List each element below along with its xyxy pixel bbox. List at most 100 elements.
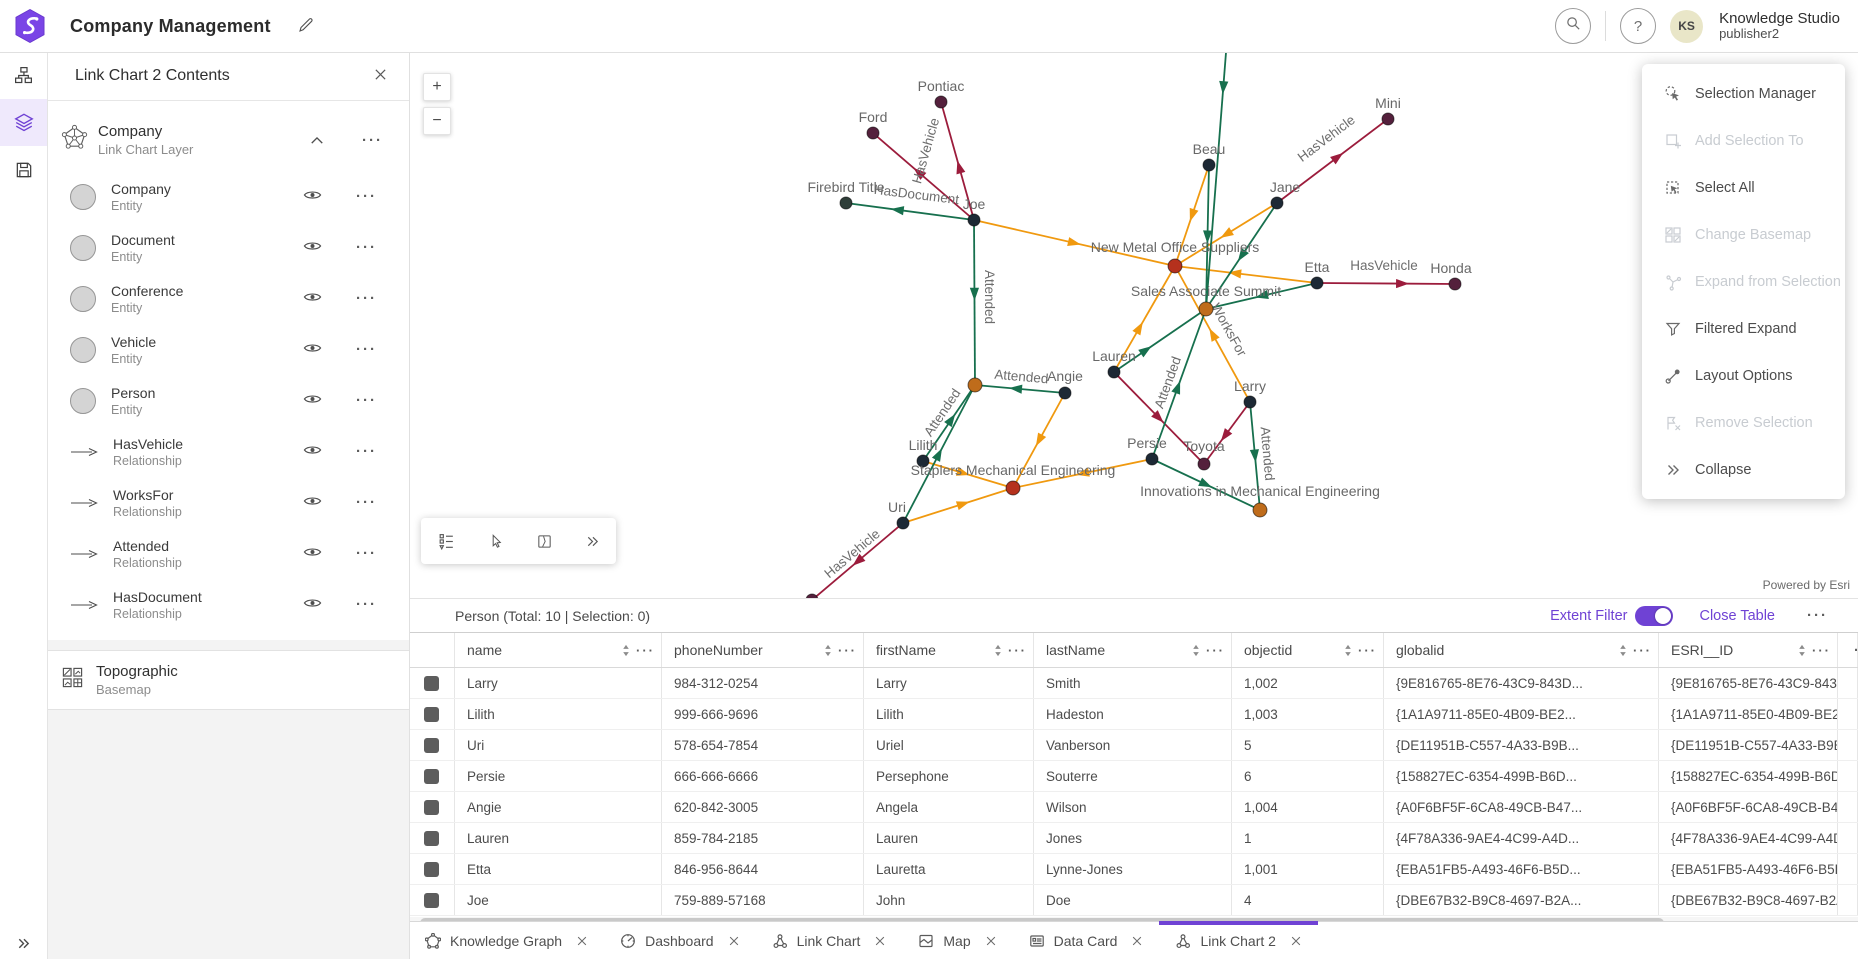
edge-attended-offtop-summit[interactable] xyxy=(1205,52,1229,310)
pointer-icon[interactable] xyxy=(484,529,509,554)
node-company-newmetal[interactable] xyxy=(1167,258,1183,274)
sort-icon[interactable] xyxy=(622,644,630,657)
visibility-eye-icon[interactable] xyxy=(301,493,324,512)
edge-hasdocument-joe-firebird[interactable] xyxy=(845,202,975,221)
column-options-button[interactable]: ··· xyxy=(1358,642,1377,658)
item-options-button[interactable]: ··· xyxy=(350,544,383,563)
layer-item-company[interactable]: Company Entity ··· xyxy=(47,171,409,222)
zoom-in-button[interactable]: + xyxy=(423,73,451,101)
node-person-jane[interactable] xyxy=(1270,196,1284,210)
sort-icon[interactable] xyxy=(994,644,1002,657)
sort-icon[interactable] xyxy=(1619,644,1627,657)
row-checkbox[interactable] xyxy=(424,830,439,846)
layer-item-vehicle[interactable]: Vehicle Entity ··· xyxy=(47,324,409,375)
column-header-lastName[interactable]: lastName ··· xyxy=(1034,633,1232,667)
box-select-icon[interactable] xyxy=(532,529,557,554)
node-vehicle-honda[interactable] xyxy=(1448,277,1462,291)
row-checkbox[interactable] xyxy=(424,768,439,784)
tab-data-card[interactable]: Data Card xyxy=(1013,922,1160,959)
node-person-uri[interactable] xyxy=(896,516,910,530)
row-checkbox[interactable] xyxy=(424,706,439,722)
close-panel-button[interactable] xyxy=(370,64,391,88)
table-options-button[interactable]: ··· xyxy=(1801,606,1834,625)
table-row[interactable]: Angie 620-842-3005 Angela Wilson 1,004 {A0F6B… xyxy=(409,792,1858,823)
column-header-ESRI__ID[interactable]: ESRI__ID ··· xyxy=(1659,633,1838,667)
column-header-globalid[interactable]: globalid ··· xyxy=(1384,633,1659,667)
layer-options-button[interactable]: ··· xyxy=(356,131,389,150)
basemap-row[interactable]: Topographic Basemap xyxy=(47,650,409,710)
node-person-beau[interactable] xyxy=(1202,158,1216,172)
layer-item-hasvehicle[interactable]: HasVehicle Relationship ··· xyxy=(47,426,409,477)
menu-item-selection-manager[interactable]: Selection Manager xyxy=(1642,70,1845,117)
edge-attended-joe-conf3[interactable] xyxy=(973,219,976,386)
tab-close-icon[interactable] xyxy=(985,935,997,947)
menu-item-collapse[interactable]: Collapse xyxy=(1642,446,1845,493)
column-options-button[interactable]: ··· xyxy=(838,642,857,658)
column-header-name[interactable]: name ··· xyxy=(455,633,662,667)
node-vehicle-toyota[interactable] xyxy=(1197,457,1211,471)
tab-link-chart-2[interactable]: Link Chart 2 xyxy=(1159,921,1319,959)
node-person-angie[interactable] xyxy=(1058,386,1072,400)
node-person-etta[interactable] xyxy=(1310,276,1324,290)
edge-hasvehicle-etta-honda[interactable] xyxy=(1316,282,1456,285)
item-options-button[interactable]: ··· xyxy=(350,238,383,257)
data-model-icon[interactable] xyxy=(0,52,47,99)
row-checkbox[interactable] xyxy=(424,799,439,815)
tab-close-icon[interactable] xyxy=(576,935,588,947)
visibility-eye-icon[interactable] xyxy=(301,442,324,461)
tab-dashboard[interactable]: Dashboard xyxy=(604,922,756,959)
node-vehicle-ford[interactable] xyxy=(866,126,880,140)
table-row[interactable]: Persie 666-666-6666 Persephone Souterre 6 {15… xyxy=(409,761,1858,792)
menu-item-select-all[interactable]: Select All xyxy=(1642,164,1845,211)
layer-item-person[interactable]: Person Entity ··· xyxy=(47,375,409,426)
edge-hasvehicle-joe-ford[interactable] xyxy=(872,132,975,221)
table-row[interactable]: Uri 578-654-7854 Uriel Vanberson 5 {DE11951B-… xyxy=(409,730,1858,761)
column-options-button[interactable]: ··· xyxy=(636,642,655,658)
node-vehicle-mini[interactable] xyxy=(1381,112,1395,126)
column-header-objectid[interactable]: objectid ··· xyxy=(1232,633,1384,667)
node-conference-innovations[interactable] xyxy=(1252,502,1268,518)
collapse-layer-button[interactable] xyxy=(304,132,330,149)
node-company-staplers[interactable] xyxy=(1005,480,1021,496)
avatar[interactable]: KS xyxy=(1670,9,1704,43)
layer-item-conference[interactable]: Conference Entity ··· xyxy=(47,273,409,324)
visibility-eye-icon[interactable] xyxy=(301,340,324,359)
tab-close-icon[interactable] xyxy=(1290,935,1302,947)
table-row[interactable]: Joe 759-889-57168 John Doe 4 {DBE67B32-B9C8-4… xyxy=(409,885,1858,916)
column-header-firstName[interactable]: firstName ··· xyxy=(864,633,1034,667)
sort-icon[interactable] xyxy=(824,644,832,657)
table-row[interactable]: Lilith 999-666-9696 Lilith Hadeston 1,003 {1A… xyxy=(409,699,1858,730)
zoom-out-button[interactable]: − xyxy=(423,107,451,135)
layers-icon[interactable] xyxy=(0,99,47,146)
link-chart-canvas[interactable]: HasVehicle HasDocument HasVehicle HasVehicl… xyxy=(409,52,1858,598)
edge-hasvehicle-jane-mini[interactable] xyxy=(1276,118,1389,204)
node-person-joe[interactable] xyxy=(967,213,981,227)
table-row[interactable]: Etta 846-956-8644 Lauretta Lynne-Jones 1,001… xyxy=(409,854,1858,885)
item-options-button[interactable]: ··· xyxy=(350,595,383,614)
search-button[interactable] xyxy=(1555,8,1592,44)
edge-worksfor-etta-newmetal[interactable] xyxy=(1174,265,1318,284)
node-person-larry[interactable] xyxy=(1243,395,1257,409)
tab-close-icon[interactable] xyxy=(728,935,740,947)
row-checkbox[interactable] xyxy=(424,737,439,753)
close-table-button[interactable]: Close Table xyxy=(1699,607,1775,624)
edge-worksfor-lauren-newmetal[interactable] xyxy=(1113,265,1176,373)
node-vehicle[interactable] xyxy=(805,593,819,598)
row-checkbox[interactable] xyxy=(424,675,439,691)
extent-filter-toggle[interactable] xyxy=(1635,605,1674,626)
column-options-button[interactable]: ··· xyxy=(1008,642,1027,658)
column-options-button[interactable]: ··· xyxy=(1206,642,1225,658)
item-options-button[interactable]: ··· xyxy=(350,289,383,308)
item-options-button[interactable]: ··· xyxy=(350,442,383,461)
column-options-button[interactable]: ··· xyxy=(1633,642,1652,658)
table-row[interactable]: Larry 984-312-0254 Larry Smith 1,002 {9E81676… xyxy=(409,668,1858,699)
node-document-firebird[interactable] xyxy=(839,196,853,210)
node-person-persie[interactable] xyxy=(1145,452,1159,466)
layer-item-hasdocument[interactable]: HasDocument Relationship ··· xyxy=(47,579,409,630)
visibility-eye-icon[interactable] xyxy=(301,544,324,563)
tab-knowledge-graph[interactable]: Knowledge Graph xyxy=(409,922,604,959)
help-button[interactable]: ? xyxy=(1620,8,1657,44)
node-person-lauren[interactable] xyxy=(1107,365,1121,379)
sort-icon[interactable] xyxy=(1798,644,1806,657)
expand-rail-button[interactable] xyxy=(0,936,47,951)
